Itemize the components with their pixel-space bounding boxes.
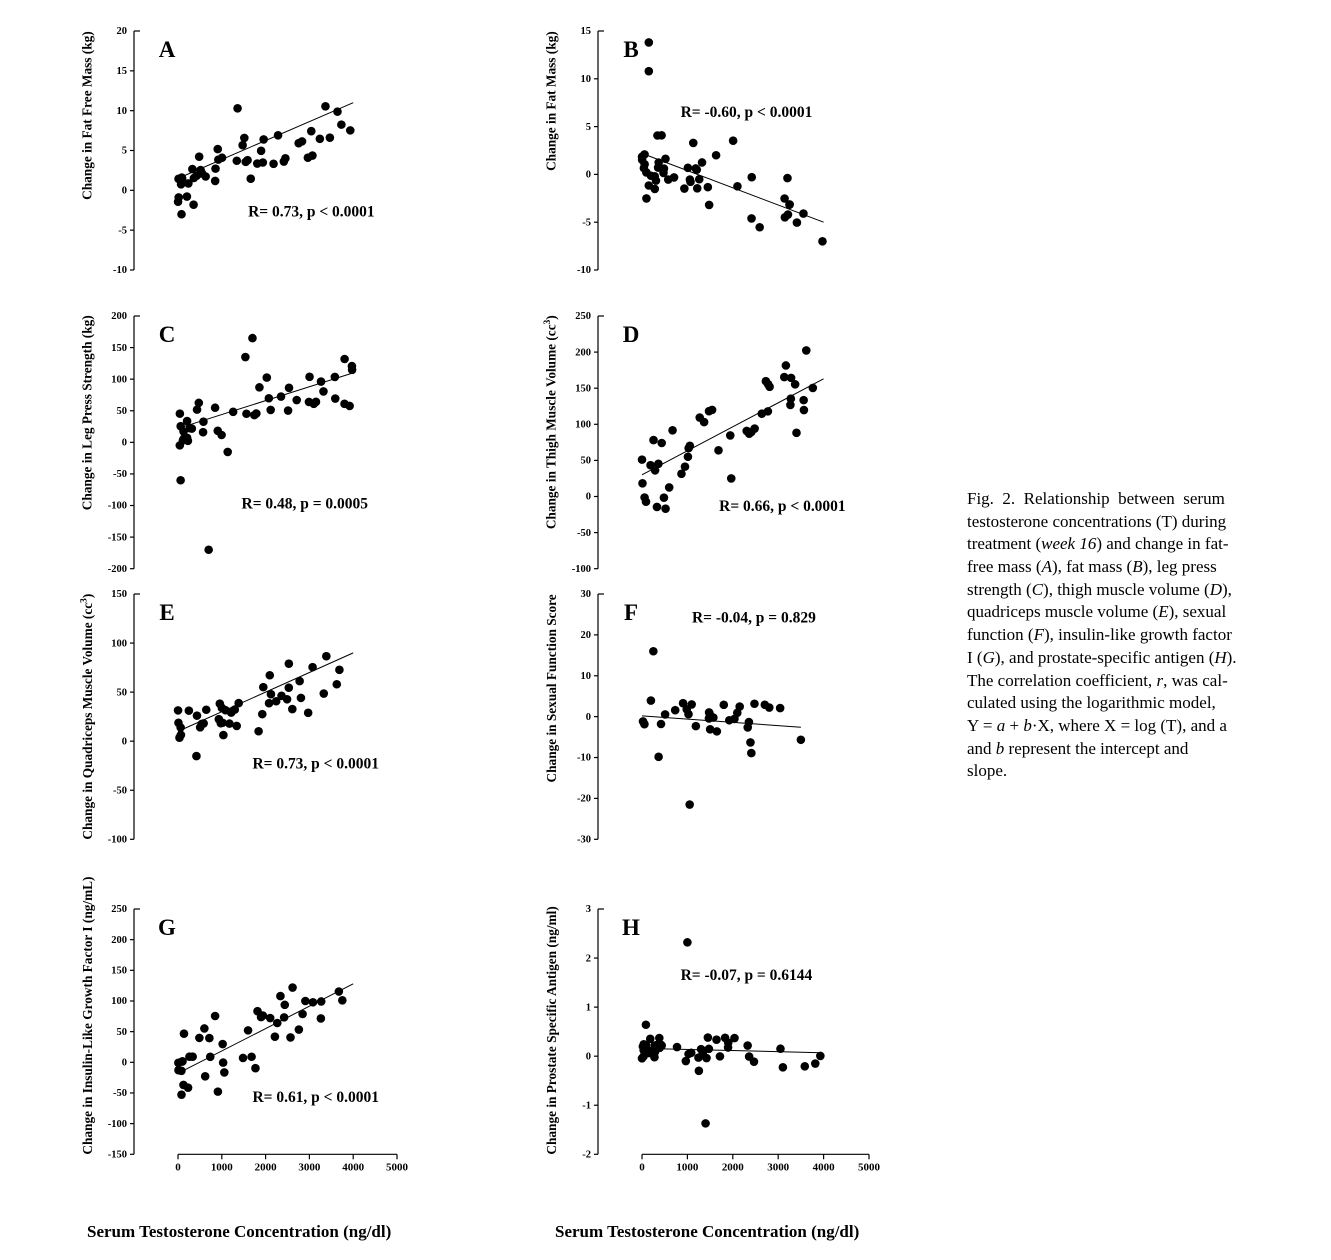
svg-text:R= -0.07, p = 0.6144: R= -0.07, p = 0.6144 bbox=[681, 967, 813, 984]
svg-text:R= 0.66, p < 0.0001: R= 0.66, p < 0.0001 bbox=[719, 498, 845, 515]
svg-text:100: 100 bbox=[111, 996, 127, 1007]
svg-text:50: 50 bbox=[117, 406, 127, 417]
svg-text:0: 0 bbox=[175, 1162, 181, 1174]
svg-text:150: 150 bbox=[111, 342, 127, 353]
svg-text:-2: -2 bbox=[582, 1150, 591, 1161]
svg-text:2000: 2000 bbox=[255, 1162, 277, 1174]
svg-text:200: 200 bbox=[111, 935, 127, 946]
svg-text:-50: -50 bbox=[113, 786, 127, 797]
svg-text:-50: -50 bbox=[113, 1088, 127, 1099]
svg-text:-5: -5 bbox=[582, 217, 591, 228]
svg-text:5: 5 bbox=[586, 122, 591, 133]
svg-text:-100: -100 bbox=[108, 835, 127, 846]
svg-text:200: 200 bbox=[575, 347, 591, 358]
svg-text:100: 100 bbox=[111, 639, 127, 650]
svg-text:15: 15 bbox=[117, 66, 128, 77]
svg-text:-50: -50 bbox=[577, 527, 591, 538]
svg-text:0: 0 bbox=[122, 437, 127, 448]
svg-text:G: G bbox=[158, 915, 176, 940]
svg-text:200: 200 bbox=[111, 311, 127, 322]
svg-text:R= 0.61, p < 0.0001: R= 0.61, p < 0.0001 bbox=[252, 1089, 378, 1106]
svg-text:5000: 5000 bbox=[386, 1162, 408, 1174]
svg-text:E: E bbox=[159, 600, 174, 625]
svg-text:R= 0.73, p < 0.0001: R= 0.73, p < 0.0001 bbox=[248, 204, 375, 221]
svg-text:20: 20 bbox=[117, 26, 128, 37]
svg-text:50: 50 bbox=[117, 1027, 127, 1038]
svg-text:0: 0 bbox=[586, 712, 591, 723]
svg-text:R= -0.04, p = 0.829: R= -0.04, p = 0.829 bbox=[692, 610, 816, 627]
svg-text:0: 0 bbox=[586, 170, 591, 181]
svg-text:-10: -10 bbox=[577, 265, 591, 276]
svg-text:250: 250 bbox=[575, 311, 591, 322]
svg-text:-10: -10 bbox=[577, 753, 591, 764]
svg-text:-50: -50 bbox=[113, 469, 127, 480]
svg-text:1: 1 bbox=[586, 1003, 591, 1014]
svg-text:A: A bbox=[159, 37, 176, 62]
svg-text:-150: -150 bbox=[108, 532, 127, 543]
svg-text:5: 5 bbox=[122, 146, 127, 157]
svg-text:2000: 2000 bbox=[722, 1162, 744, 1174]
svg-text:50: 50 bbox=[117, 688, 127, 699]
svg-text:1000: 1000 bbox=[676, 1162, 698, 1174]
svg-text:5000: 5000 bbox=[858, 1162, 880, 1174]
svg-text:50: 50 bbox=[581, 455, 591, 466]
svg-text:3000: 3000 bbox=[767, 1162, 789, 1174]
svg-text:2: 2 bbox=[586, 954, 591, 965]
svg-text:30: 30 bbox=[581, 590, 591, 601]
svg-text:R= 0.48, p = 0.0005: R= 0.48, p = 0.0005 bbox=[242, 495, 369, 512]
svg-text:-1: -1 bbox=[582, 1101, 591, 1112]
svg-text:R= 0.73, p < 0.0001: R= 0.73, p < 0.0001 bbox=[252, 756, 378, 773]
svg-text:0: 0 bbox=[586, 491, 591, 502]
svg-text:-150: -150 bbox=[108, 1150, 127, 1161]
svg-text:150: 150 bbox=[111, 966, 127, 977]
svg-text:150: 150 bbox=[111, 590, 127, 601]
svg-text:B: B bbox=[623, 37, 638, 62]
svg-text:4000: 4000 bbox=[342, 1162, 364, 1174]
svg-text:3: 3 bbox=[586, 904, 591, 915]
svg-text:C: C bbox=[159, 322, 176, 347]
svg-text:0: 0 bbox=[122, 737, 127, 748]
svg-text:-10: -10 bbox=[113, 265, 127, 276]
svg-text:10: 10 bbox=[581, 74, 592, 85]
svg-text:10: 10 bbox=[117, 106, 128, 117]
svg-text:H: H bbox=[622, 915, 640, 940]
svg-text:D: D bbox=[623, 322, 640, 347]
svg-text:-100: -100 bbox=[108, 1119, 127, 1130]
svg-text:1000: 1000 bbox=[211, 1162, 233, 1174]
svg-text:0: 0 bbox=[122, 1058, 127, 1069]
svg-text:15: 15 bbox=[581, 26, 592, 37]
svg-text:0: 0 bbox=[586, 1052, 591, 1063]
svg-text:-100: -100 bbox=[108, 500, 127, 511]
svg-text:100: 100 bbox=[111, 374, 127, 385]
svg-text:10: 10 bbox=[581, 671, 591, 682]
svg-text:100: 100 bbox=[575, 419, 591, 430]
svg-text:250: 250 bbox=[111, 904, 127, 915]
svg-text:-5: -5 bbox=[118, 225, 127, 236]
svg-text:150: 150 bbox=[575, 383, 591, 394]
svg-text:-30: -30 bbox=[577, 835, 591, 846]
svg-text:4000: 4000 bbox=[813, 1162, 835, 1174]
svg-text:-20: -20 bbox=[577, 794, 591, 805]
svg-text:0: 0 bbox=[122, 186, 127, 197]
svg-text:R= -0.60, p < 0.0001: R= -0.60, p < 0.0001 bbox=[681, 104, 813, 121]
svg-text:20: 20 bbox=[581, 630, 591, 641]
svg-text:F: F bbox=[624, 600, 638, 625]
svg-text:3000: 3000 bbox=[298, 1162, 320, 1174]
svg-text:0: 0 bbox=[639, 1162, 645, 1174]
